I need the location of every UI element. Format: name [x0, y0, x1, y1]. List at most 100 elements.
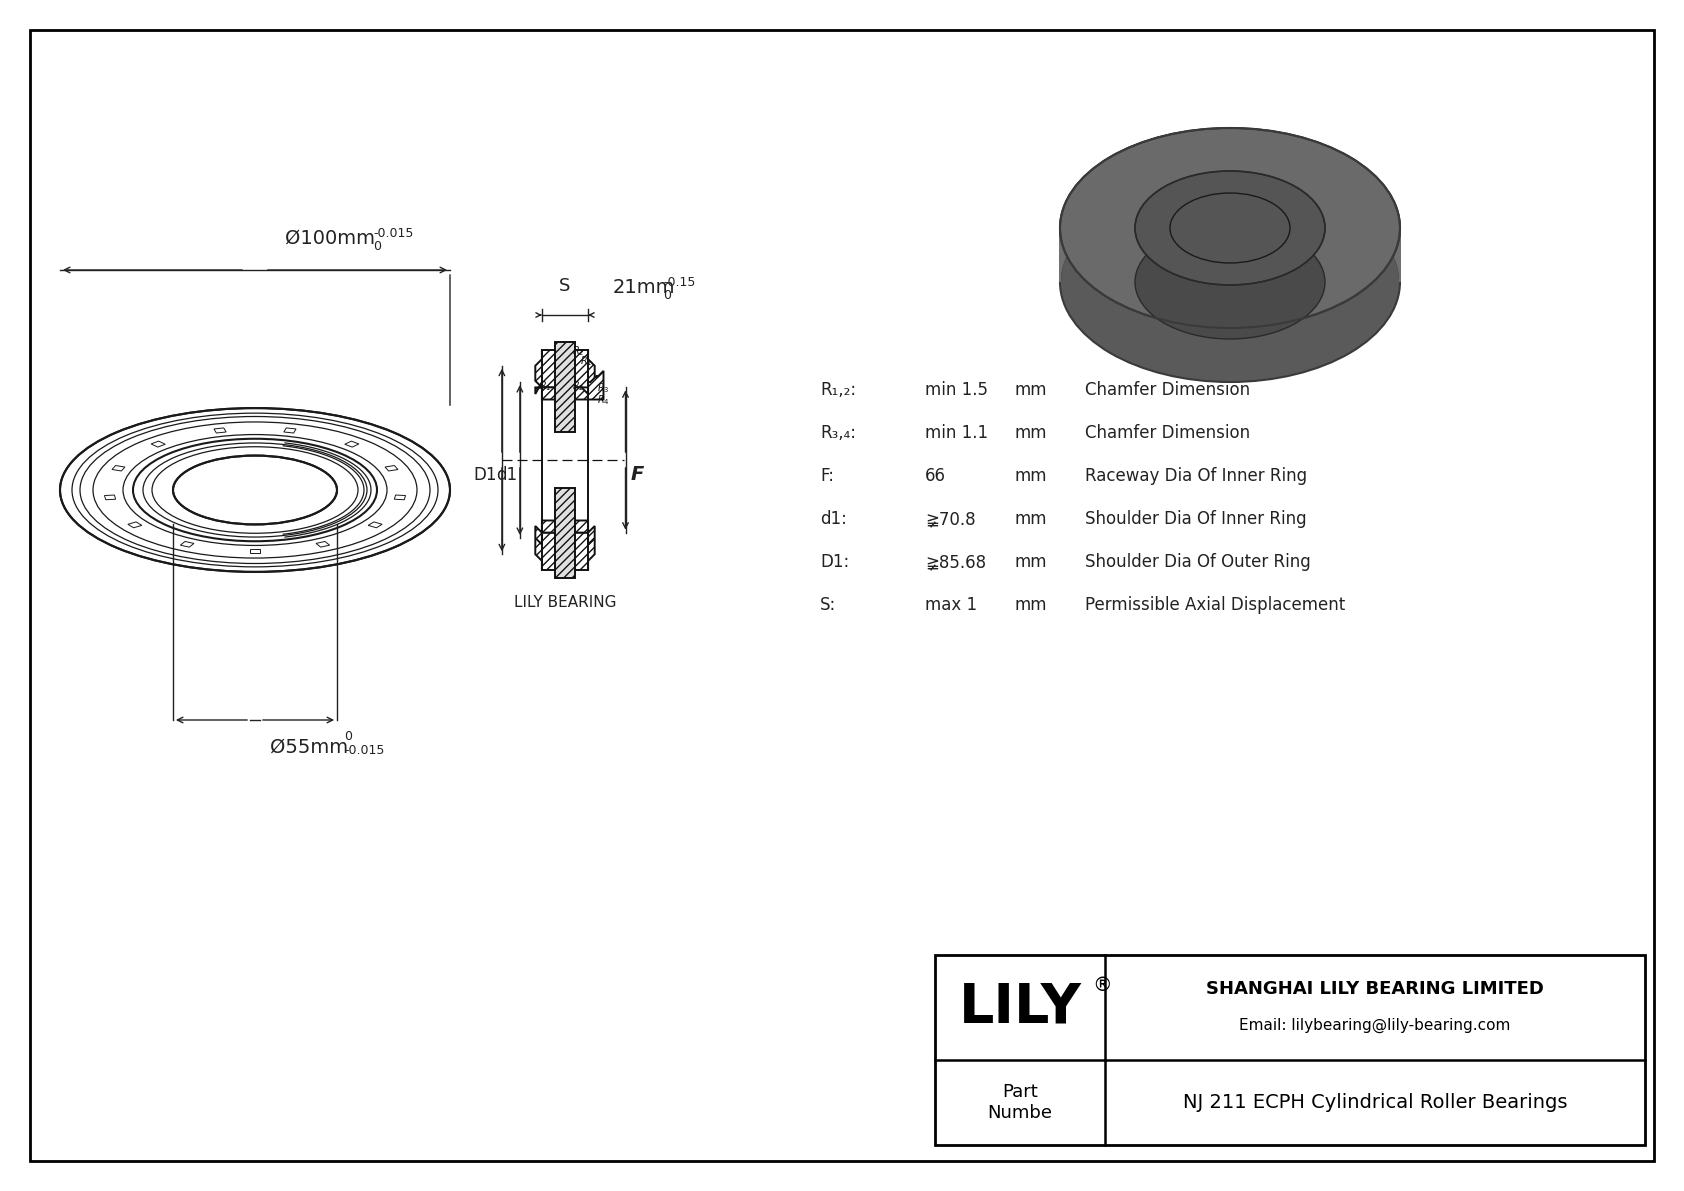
Polygon shape — [1216, 129, 1226, 182]
Text: D1:: D1: — [820, 553, 849, 570]
Polygon shape — [1189, 130, 1199, 185]
Polygon shape — [1366, 168, 1372, 226]
Polygon shape — [1226, 129, 1234, 182]
Text: LILY: LILY — [958, 980, 1081, 1035]
Text: -0.015: -0.015 — [372, 227, 413, 241]
Polygon shape — [1118, 149, 1125, 207]
Ellipse shape — [1059, 127, 1399, 328]
Polygon shape — [1164, 133, 1172, 189]
Polygon shape — [1180, 131, 1189, 186]
Polygon shape — [1384, 187, 1388, 245]
Polygon shape — [1381, 182, 1384, 241]
Ellipse shape — [61, 409, 450, 572]
Text: $R_1$: $R_1$ — [539, 380, 552, 393]
Polygon shape — [1243, 129, 1253, 183]
Polygon shape — [1288, 133, 1297, 189]
Text: 66: 66 — [925, 467, 946, 485]
Text: Chamfer Dimension: Chamfer Dimension — [1084, 381, 1250, 399]
Polygon shape — [1335, 149, 1342, 207]
Ellipse shape — [173, 456, 337, 524]
Text: 0: 0 — [344, 730, 352, 743]
Text: Shoulder Dia Of Inner Ring: Shoulder Dia Of Inner Ring — [1084, 510, 1307, 528]
Text: Raceway Dia Of Inner Ring: Raceway Dia Of Inner Ring — [1084, 467, 1307, 485]
Polygon shape — [522, 345, 608, 575]
Polygon shape — [1079, 177, 1083, 236]
Text: R₃,₄:: R₃,₄: — [820, 424, 855, 442]
Text: F: F — [630, 466, 643, 485]
Text: ≩70.8: ≩70.8 — [925, 510, 975, 528]
Polygon shape — [536, 520, 594, 544]
Polygon shape — [1093, 164, 1100, 223]
Polygon shape — [1376, 177, 1381, 236]
Text: -0.15: -0.15 — [663, 276, 695, 289]
Text: Ø100mm: Ø100mm — [285, 229, 376, 248]
Polygon shape — [1388, 192, 1391, 250]
Text: $R_3$: $R_3$ — [596, 381, 610, 395]
Text: $R_2$: $R_2$ — [573, 380, 584, 393]
Polygon shape — [1074, 182, 1079, 241]
Polygon shape — [556, 487, 574, 578]
Polygon shape — [1088, 168, 1093, 226]
Text: mm: mm — [1015, 467, 1047, 485]
Polygon shape — [1234, 129, 1243, 182]
Polygon shape — [1391, 197, 1394, 256]
Text: R₁,₂:: R₁,₂: — [820, 381, 855, 399]
Text: SHANGHAI LILY BEARING LIMITED: SHANGHAI LILY BEARING LIMITED — [1206, 980, 1544, 998]
Polygon shape — [1356, 160, 1361, 218]
Text: Shoulder Dia Of Outer Ring: Shoulder Dia Of Outer Ring — [1084, 553, 1310, 570]
Polygon shape — [1305, 138, 1312, 194]
Text: F:: F: — [820, 467, 834, 485]
Text: Email: lilybearing@lily-bearing.com: Email: lilybearing@lily-bearing.com — [1239, 1018, 1511, 1033]
Text: -0.015: -0.015 — [344, 744, 384, 757]
Polygon shape — [1394, 201, 1396, 261]
Text: S:: S: — [820, 596, 837, 615]
Polygon shape — [1071, 187, 1074, 245]
Polygon shape — [1155, 136, 1164, 192]
Text: 0: 0 — [372, 241, 381, 252]
Ellipse shape — [1170, 247, 1290, 317]
Polygon shape — [1280, 132, 1288, 188]
Ellipse shape — [1170, 193, 1290, 263]
Text: max 1: max 1 — [925, 596, 977, 615]
Text: $R_2$: $R_2$ — [573, 344, 584, 357]
Text: 21mm: 21mm — [613, 278, 675, 297]
Text: $R_4$: $R_4$ — [596, 393, 610, 407]
Polygon shape — [1349, 156, 1356, 214]
Text: D1: D1 — [473, 466, 497, 484]
Polygon shape — [1327, 146, 1335, 204]
Polygon shape — [1140, 141, 1147, 198]
Text: mm: mm — [1015, 510, 1047, 528]
Polygon shape — [1261, 130, 1270, 185]
Text: mm: mm — [1015, 381, 1047, 399]
Polygon shape — [536, 370, 603, 399]
Ellipse shape — [1059, 182, 1399, 382]
Polygon shape — [1069, 192, 1071, 250]
Text: d1:: d1: — [820, 510, 847, 528]
Polygon shape — [1199, 129, 1207, 183]
Polygon shape — [1297, 136, 1305, 192]
Text: mm: mm — [1015, 596, 1047, 615]
Polygon shape — [1361, 164, 1366, 223]
Text: d1: d1 — [495, 466, 517, 484]
Text: Part
Numbe: Part Numbe — [987, 1083, 1052, 1122]
Ellipse shape — [1135, 172, 1325, 285]
Polygon shape — [536, 532, 594, 570]
Text: ®: ® — [1091, 975, 1111, 994]
Polygon shape — [1372, 173, 1376, 231]
Text: min 1.1: min 1.1 — [925, 424, 989, 442]
Polygon shape — [1207, 129, 1216, 183]
Polygon shape — [1132, 143, 1140, 200]
Polygon shape — [1342, 152, 1349, 211]
Polygon shape — [1064, 201, 1066, 261]
Polygon shape — [1100, 160, 1105, 218]
Polygon shape — [556, 342, 574, 432]
Polygon shape — [1253, 129, 1261, 183]
Polygon shape — [1066, 197, 1069, 256]
Text: Permissible Axial Displacement: Permissible Axial Displacement — [1084, 596, 1346, 615]
Text: NJ 211 ECPH Cylindrical Roller Bearings: NJ 211 ECPH Cylindrical Roller Bearings — [1182, 1093, 1568, 1112]
Text: mm: mm — [1015, 553, 1047, 570]
Polygon shape — [1270, 131, 1280, 186]
Text: mm: mm — [1015, 424, 1047, 442]
Polygon shape — [1312, 141, 1320, 198]
Text: S: S — [559, 278, 571, 295]
